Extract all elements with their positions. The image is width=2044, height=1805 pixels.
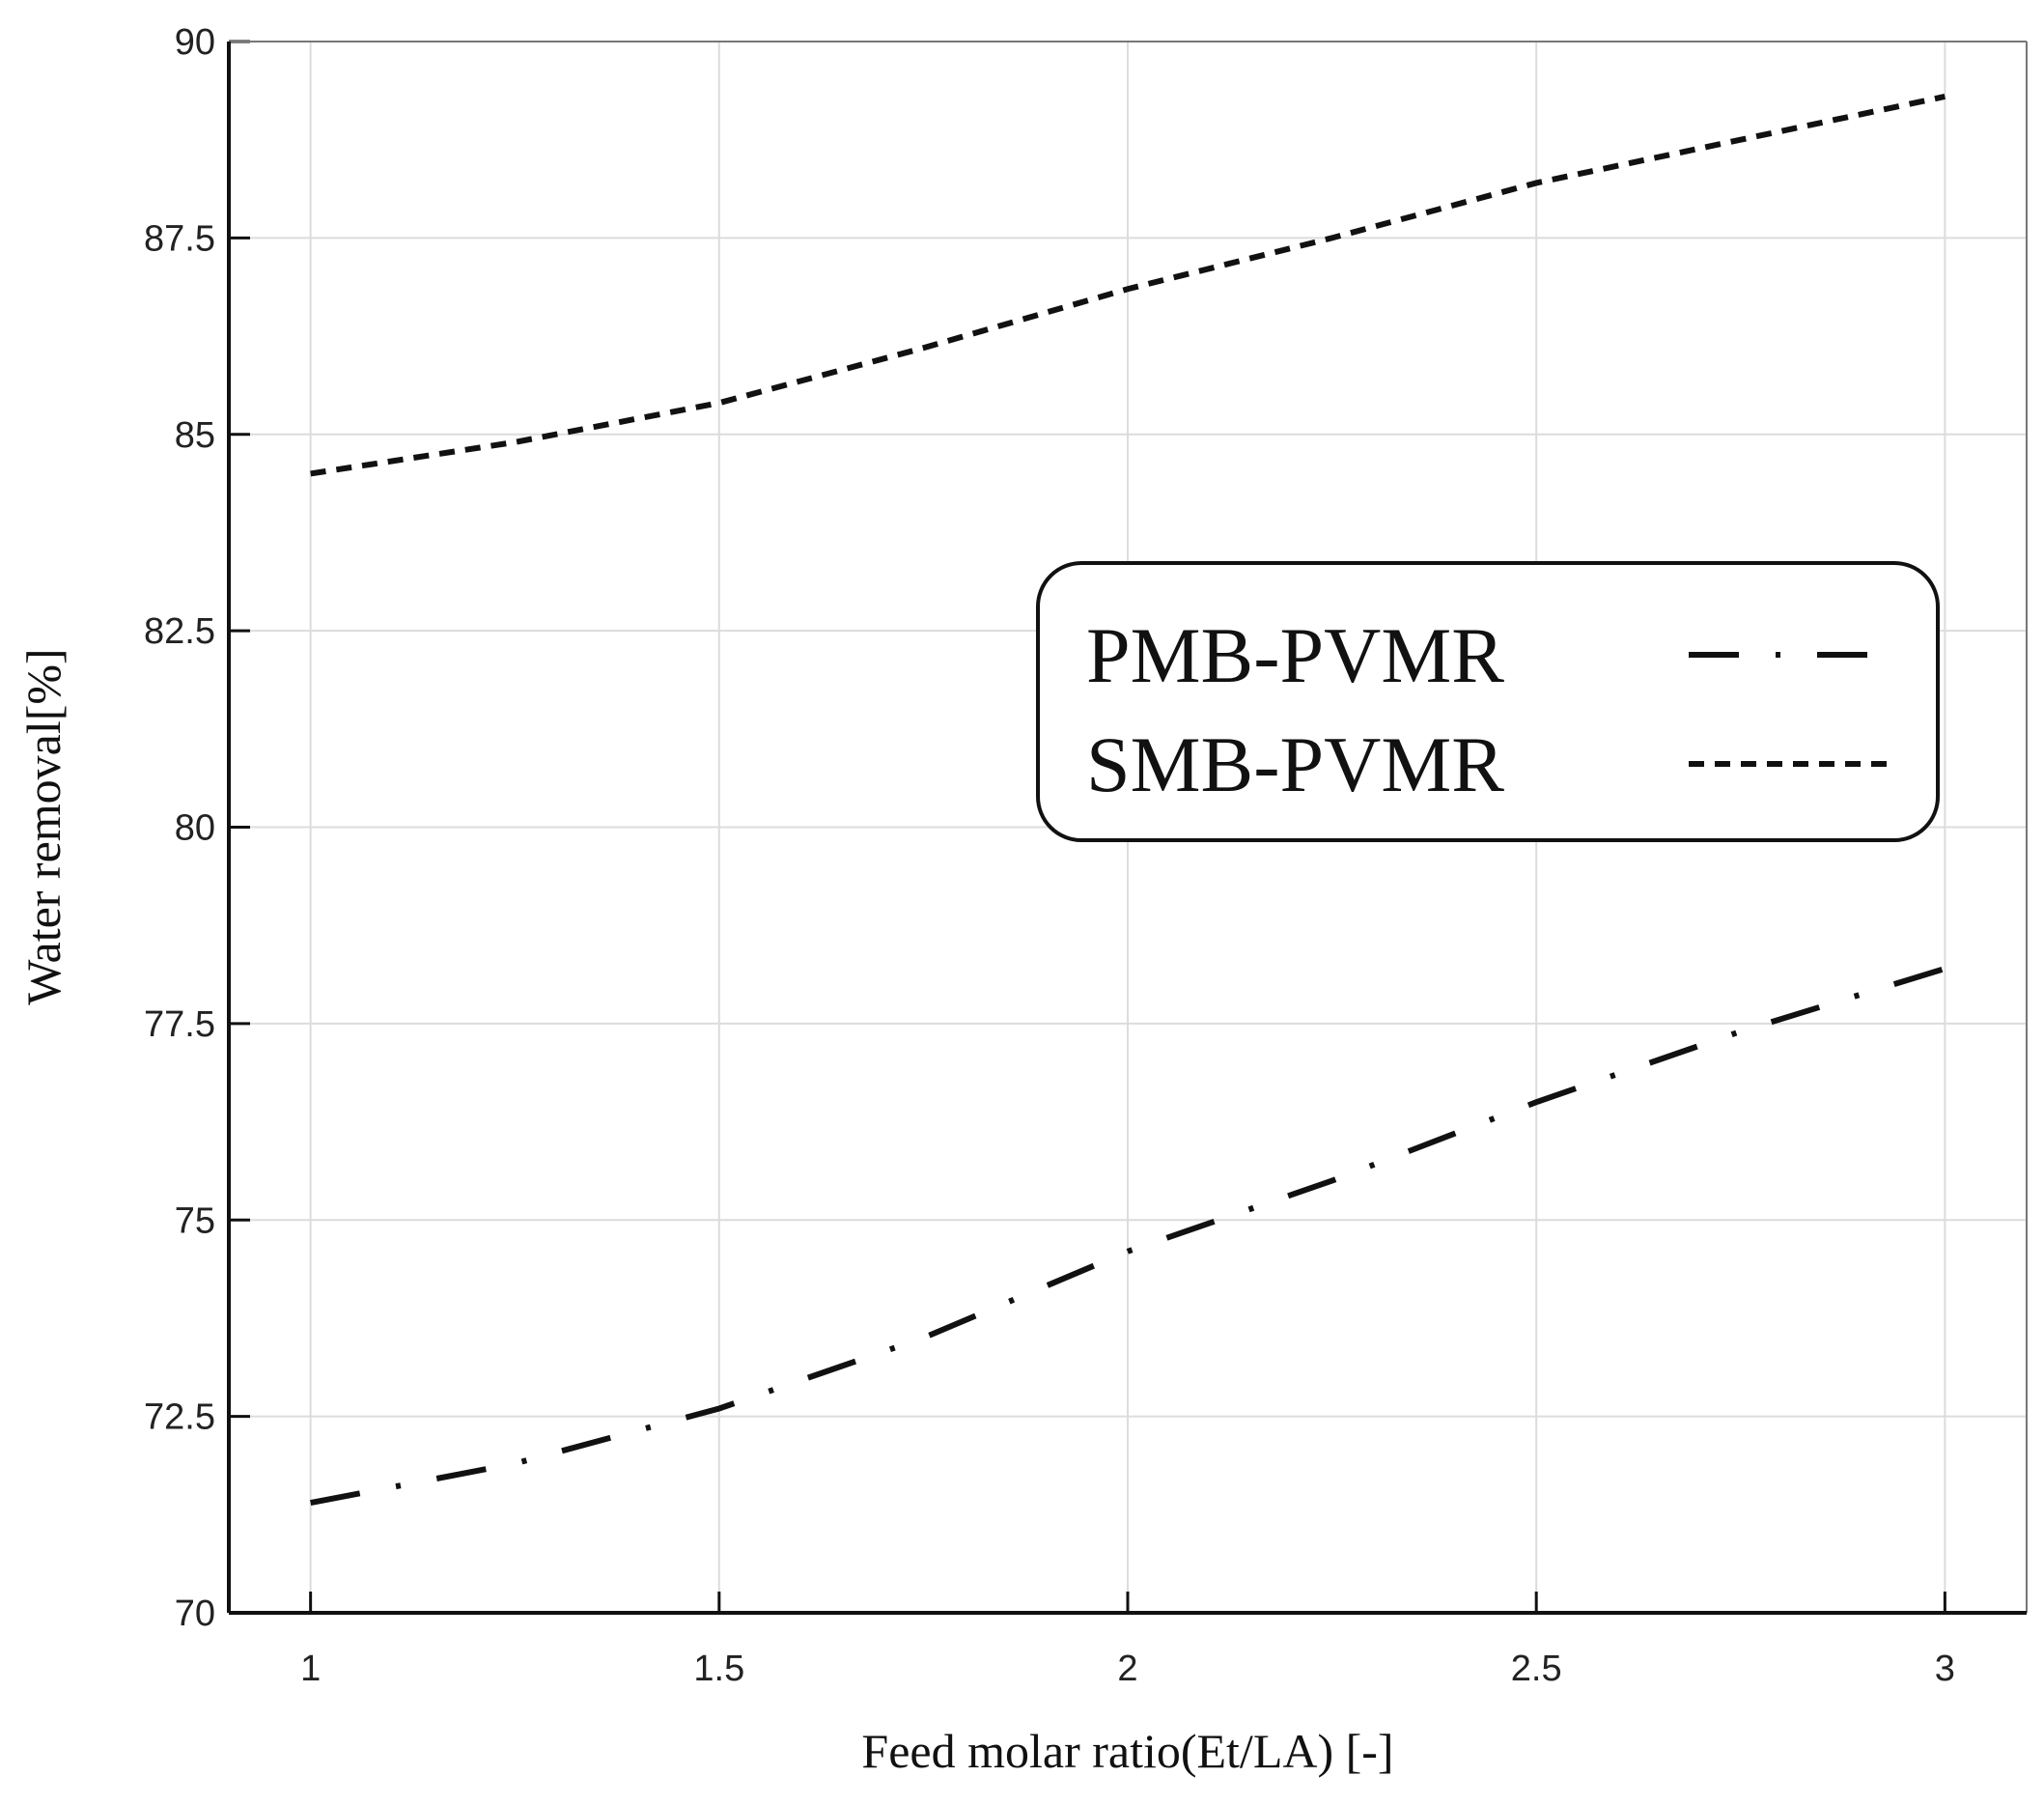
y-tick-label: 85 [175, 415, 215, 456]
x-tick-label: 2 [1117, 1649, 1137, 1689]
y-tick-label: 80 [175, 808, 215, 849]
series-line [310, 966, 1946, 1507]
y-tick-label: 90 [175, 22, 215, 63]
x-axis-label: Feed molar ratio(Et/LA) [-] [861, 1724, 1393, 1778]
x-tick-label: 1 [300, 1649, 321, 1689]
y-tick-label: 82.5 [144, 611, 215, 652]
x-tick-label: 2.5 [1511, 1649, 1562, 1689]
y-tick-label: 77.5 [144, 1004, 215, 1045]
y-tick-label: 87.5 [144, 218, 215, 259]
y-tick-label: 72.5 [144, 1397, 215, 1438]
legend-label: SMB-PVMR [1086, 720, 1504, 808]
y-tick-label: 75 [175, 1200, 215, 1241]
y-axis-label: Water removal[%] [16, 648, 70, 1004]
legend-label: PMB-PVMR [1086, 611, 1504, 699]
y-tick-label: 70 [175, 1593, 215, 1634]
series-line [310, 94, 1946, 477]
x-tick-label: 1.5 [693, 1649, 744, 1689]
x-tick-label: 3 [1935, 1649, 1955, 1689]
legend-box [1036, 561, 1940, 842]
